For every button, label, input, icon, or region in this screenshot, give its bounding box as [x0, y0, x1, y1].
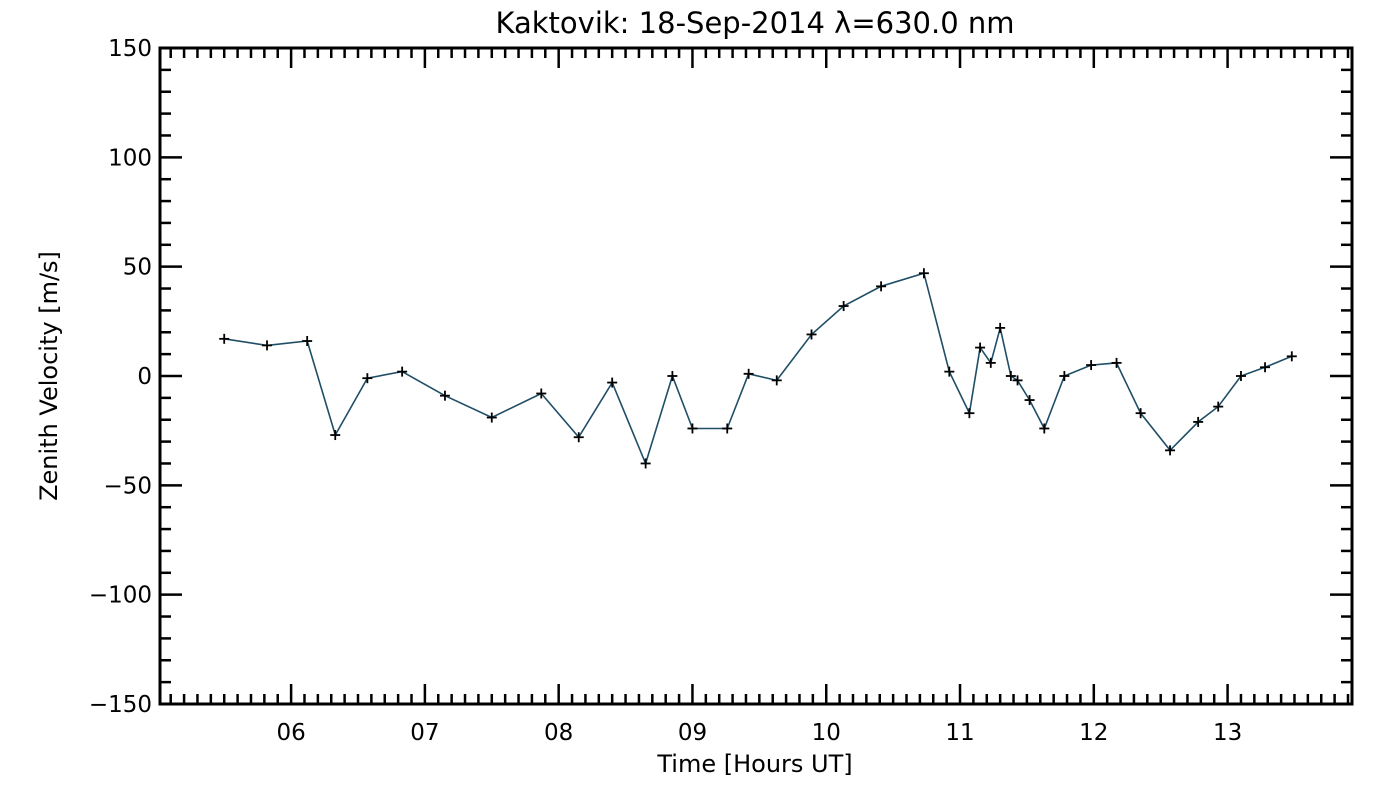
data-point: [1039, 423, 1050, 434]
data-point: [838, 301, 849, 312]
data-point: [573, 432, 584, 443]
data-point: [743, 368, 754, 379]
data-point: [1135, 408, 1146, 419]
y-tick-label: 100: [108, 145, 152, 171]
data-point: [1193, 416, 1204, 427]
data-point: [536, 388, 547, 399]
x-tick-label: 11: [945, 720, 974, 746]
data-point: [1260, 362, 1271, 373]
data-point: [918, 268, 929, 279]
data-point: [1059, 371, 1070, 381]
data-point: [1213, 401, 1224, 412]
data-point: [397, 366, 408, 377]
data-point: [687, 423, 698, 434]
data-point: [964, 408, 975, 419]
tick-labels: 06 07 08 09 10 11 12 13 −150 −100 −50 0 50 100 150: [89, 36, 1242, 746]
x-tick-label: 07: [410, 720, 439, 746]
data-point: [806, 329, 817, 340]
plot-frame: [158, 46, 1354, 706]
data-point: [439, 390, 450, 401]
data-point: [640, 458, 651, 469]
data-point: [876, 281, 887, 292]
x-tick-label: 10: [812, 720, 841, 746]
data-point: [1012, 375, 1023, 386]
data-point: [486, 412, 497, 423]
data-point: [607, 377, 618, 388]
y-tick-label: −100: [89, 583, 152, 609]
data-point: [1286, 351, 1297, 362]
axis-ticks: [160, 46, 1352, 706]
data-point: [995, 322, 1006, 333]
data-point: [1111, 357, 1122, 368]
data-point: [262, 340, 273, 351]
data-point: [1005, 371, 1016, 381]
data-point: [1024, 395, 1035, 406]
data-point: [1165, 445, 1176, 456]
data-point: [771, 375, 782, 386]
x-tick-label: 06: [276, 720, 305, 746]
data-point: [362, 373, 373, 384]
chart-title: Kaktovik: 18-Sep-2014 λ=630.0 nm: [495, 6, 1014, 40]
data-point: [985, 357, 996, 368]
data-point: [330, 430, 341, 441]
y-tick-label: 0: [137, 364, 152, 390]
data-point: [219, 333, 230, 344]
data-point: [944, 366, 955, 377]
y-tick-label: 50: [123, 255, 152, 281]
x-axis-label: Time [Hours UT]: [656, 750, 852, 778]
data-point: [667, 371, 678, 381]
data-point: [975, 342, 986, 353]
data-point: [1235, 371, 1246, 381]
y-tick-label: 150: [108, 36, 152, 62]
data-point: [1086, 360, 1097, 371]
y-tick-label: −50: [103, 473, 152, 499]
data-markers: [219, 268, 1297, 469]
x-tick-label: 13: [1213, 720, 1242, 746]
y-tick-label: −150: [89, 692, 152, 718]
x-tick-label: 12: [1079, 720, 1108, 746]
data-point: [302, 336, 313, 347]
x-tick-label: 09: [678, 720, 707, 746]
data-point: [722, 423, 733, 434]
y-axis-label: Zenith Velocity [m/s]: [35, 251, 63, 501]
x-tick-label: 08: [544, 720, 573, 746]
series-line: [224, 272, 1293, 466]
